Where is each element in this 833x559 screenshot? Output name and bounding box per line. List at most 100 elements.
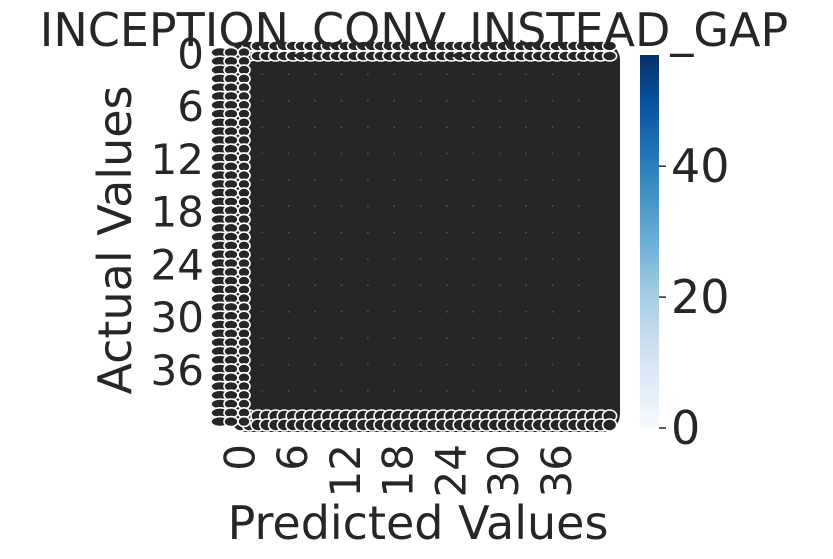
grid-dot xyxy=(340,73,343,76)
grid-dot xyxy=(340,258,343,260)
grid-dot xyxy=(446,205,448,208)
grid-dot xyxy=(314,310,316,313)
grid-dot xyxy=(525,152,527,155)
grid-dot xyxy=(525,389,527,392)
grid-dot xyxy=(367,179,369,181)
grid-dot xyxy=(577,389,580,392)
grid-dot xyxy=(393,231,396,234)
grid-dot xyxy=(261,258,264,260)
y-tick-label: 12 xyxy=(151,135,204,184)
grid-dot xyxy=(261,337,264,339)
grid-dot xyxy=(551,389,554,392)
grid-dot xyxy=(525,179,527,181)
grid-dot xyxy=(314,73,316,76)
grid-dot xyxy=(287,205,290,208)
grid-dot xyxy=(340,284,343,287)
cell-annotation xyxy=(223,415,239,428)
grid-dot xyxy=(577,126,580,128)
grid-dot xyxy=(419,179,422,181)
grid-dot xyxy=(525,231,527,234)
grid-dot xyxy=(525,205,527,208)
y-axis-label: Actual Values xyxy=(88,85,142,394)
y-tick-label: 0 xyxy=(177,29,204,78)
grid-dot xyxy=(551,363,554,366)
grid-dot xyxy=(472,126,475,128)
grid-dot xyxy=(393,363,396,366)
grid-dot xyxy=(472,363,475,366)
grid-dot xyxy=(287,363,290,366)
grid-dot xyxy=(367,363,369,366)
grid-dot xyxy=(367,126,369,128)
grid-dot xyxy=(367,389,369,392)
grid-dot xyxy=(393,389,396,392)
grid-dot xyxy=(472,389,475,392)
grid-dot xyxy=(287,258,290,260)
grid-dot xyxy=(261,389,264,392)
grid-dot xyxy=(367,152,369,155)
colorbar-tick-label: 20 xyxy=(671,270,730,324)
grid-dot xyxy=(498,231,501,234)
grid-dot xyxy=(577,179,580,181)
grid-dot xyxy=(314,389,316,392)
grid-dot xyxy=(446,152,448,155)
x-tick-label: 0 xyxy=(215,444,264,471)
grid-dot xyxy=(577,205,580,208)
grid-dot xyxy=(525,310,527,313)
y-tick-label: 18 xyxy=(151,188,204,237)
grid-dot xyxy=(261,205,264,208)
y-tick-label: 6 xyxy=(177,82,204,131)
grid-dot xyxy=(498,310,501,313)
grid-dot xyxy=(551,73,554,76)
grid-dot xyxy=(314,179,316,181)
x-tick-label: 6 xyxy=(268,444,317,471)
grid-dot xyxy=(419,152,422,155)
cell-annotation xyxy=(601,50,618,62)
grid-dot xyxy=(367,99,369,102)
grid-dot xyxy=(446,231,448,234)
grid-dot xyxy=(419,389,422,392)
grid-dot xyxy=(367,73,369,76)
grid-dot xyxy=(287,337,290,339)
grid-dot xyxy=(446,363,448,366)
grid-dot xyxy=(577,152,580,155)
grid-dot xyxy=(472,337,475,339)
grid-dot xyxy=(446,337,448,339)
x-axis-label: Predicted Values xyxy=(228,496,609,550)
grid-dot xyxy=(287,99,290,102)
grid-dot xyxy=(419,337,422,339)
grid-dot xyxy=(261,99,264,102)
grid-dot xyxy=(419,363,422,366)
x-axis-ticks: 0 6 12 18 24 30 36 xyxy=(215,444,581,497)
grid-dot xyxy=(314,363,316,366)
grid-dot xyxy=(419,310,422,313)
grid-dot xyxy=(498,73,501,76)
grid-dot xyxy=(446,99,448,102)
grid-dot xyxy=(340,389,343,392)
grid-dot xyxy=(498,284,501,287)
grid-dot xyxy=(577,337,580,339)
grid-dot xyxy=(393,152,396,155)
grid-dot xyxy=(340,231,343,234)
grid-dot xyxy=(472,205,475,208)
grid-dot xyxy=(340,126,343,128)
grid-dot xyxy=(287,284,290,287)
grid-dot xyxy=(446,258,448,260)
grid-dot xyxy=(446,310,448,313)
colorbar-tick-label: 0 xyxy=(671,401,700,455)
grid-dot xyxy=(419,126,422,128)
grid-dot xyxy=(314,99,316,102)
grid-dot xyxy=(287,231,290,234)
grid-dot xyxy=(287,152,290,155)
colorbar-tick-label: 40 xyxy=(671,139,730,193)
grid-dot xyxy=(419,258,422,260)
x-tick-label: 12 xyxy=(321,444,370,497)
grid-dot xyxy=(446,179,448,181)
heatmap xyxy=(210,40,620,432)
grid-dot xyxy=(525,363,527,366)
grid-dot xyxy=(551,310,554,313)
y-tick-label: 30 xyxy=(151,293,204,342)
grid-dot xyxy=(577,284,580,287)
grid-dot xyxy=(525,99,527,102)
